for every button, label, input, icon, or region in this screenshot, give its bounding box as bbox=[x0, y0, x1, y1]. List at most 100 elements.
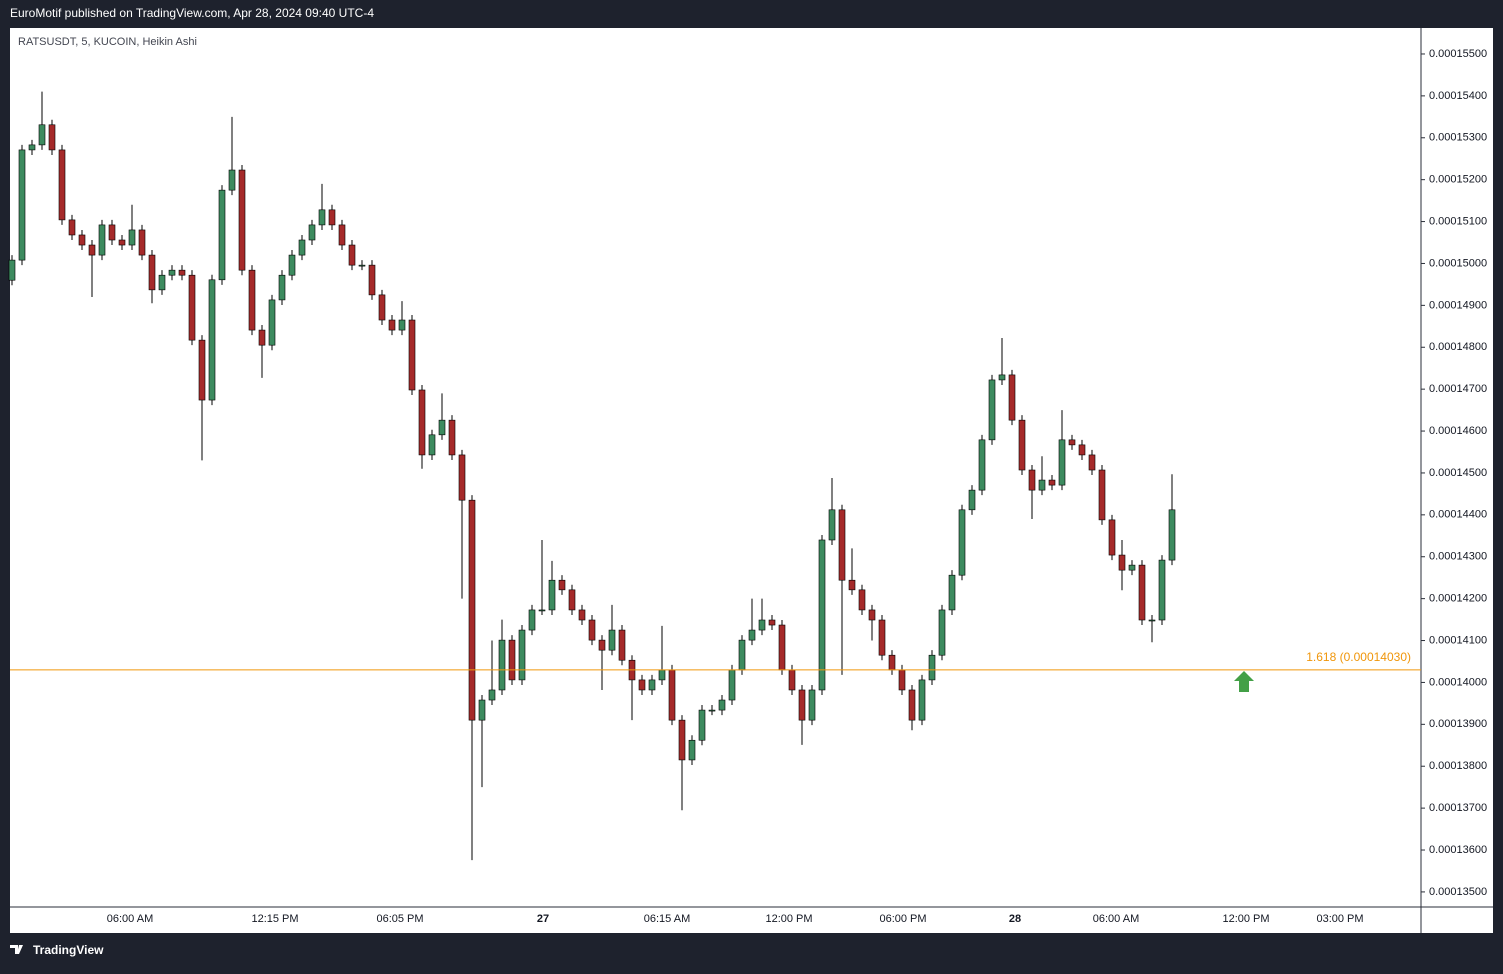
candle-body bbox=[778, 624, 786, 671]
candle-body bbox=[1028, 469, 1036, 491]
candle-body bbox=[808, 689, 816, 721]
y-tick-label: 0.00013900 bbox=[1429, 718, 1487, 730]
plot-background bbox=[10, 28, 1493, 933]
candle-body bbox=[1038, 479, 1046, 491]
candle-body bbox=[1068, 439, 1076, 446]
candle-body bbox=[548, 579, 556, 611]
candle-body bbox=[1108, 519, 1116, 556]
x-tick-label: 06:05 PM bbox=[376, 913, 423, 925]
candle-body bbox=[948, 574, 956, 611]
candle-body bbox=[98, 224, 106, 256]
candle-body bbox=[338, 224, 346, 246]
candle-body bbox=[888, 654, 896, 671]
y-tick-label: 0.00015200 bbox=[1429, 174, 1487, 186]
x-tick-label: 06:00 PM bbox=[879, 913, 926, 925]
candle-body bbox=[478, 699, 486, 721]
candle-body bbox=[658, 669, 666, 681]
candle-body bbox=[158, 274, 166, 291]
candle-body bbox=[458, 454, 466, 501]
candle-body bbox=[578, 609, 586, 621]
candle-body bbox=[748, 629, 756, 641]
candle-body bbox=[968, 489, 976, 511]
y-tick-label: 0.00014600 bbox=[1429, 425, 1487, 437]
x-tick-label: 06:00 AM bbox=[1093, 913, 1139, 925]
candle-body bbox=[988, 379, 996, 441]
candle-body bbox=[1018, 419, 1026, 471]
x-tick-label: 27 bbox=[537, 913, 549, 925]
y-tick-label: 0.00014900 bbox=[1429, 299, 1487, 311]
candle-body bbox=[788, 669, 796, 691]
up-arrow bbox=[1234, 671, 1254, 692]
candle-body bbox=[418, 389, 426, 456]
y-tick-label: 0.00015300 bbox=[1429, 132, 1487, 144]
candle-body bbox=[88, 244, 96, 256]
candle-body bbox=[168, 269, 176, 276]
candle-body bbox=[268, 299, 276, 346]
candle-body bbox=[668, 669, 676, 721]
candle-body bbox=[138, 229, 146, 256]
candle-body bbox=[278, 274, 286, 301]
candle-body bbox=[18, 149, 26, 261]
candle-body bbox=[348, 244, 356, 266]
candle-body bbox=[208, 279, 216, 401]
y-tick-label: 0.00013500 bbox=[1429, 886, 1487, 898]
candle-body bbox=[68, 219, 76, 236]
candle-body bbox=[1148, 619, 1156, 622]
y-tick-label: 0.00014000 bbox=[1429, 676, 1487, 688]
candle-body bbox=[768, 619, 776, 626]
x-tick-label: 28 bbox=[1009, 913, 1021, 925]
candle-body bbox=[38, 124, 46, 146]
y-tick-label: 0.00014400 bbox=[1429, 509, 1487, 521]
candles bbox=[8, 91, 1176, 861]
candle-body bbox=[48, 124, 56, 151]
candle-body bbox=[218, 189, 226, 281]
candle-body bbox=[388, 319, 396, 331]
candle-body bbox=[368, 264, 376, 296]
y-tick-label: 0.00013700 bbox=[1429, 802, 1487, 814]
candle-body bbox=[328, 209, 336, 226]
candle-body bbox=[848, 579, 856, 591]
y-tick-label: 0.00015400 bbox=[1429, 90, 1487, 102]
candle-body bbox=[518, 629, 526, 681]
candle-body bbox=[528, 609, 536, 631]
x-tick-label: 03:00 PM bbox=[1316, 913, 1363, 925]
y-tick-label: 0.00015100 bbox=[1429, 215, 1487, 227]
candle-body bbox=[1048, 479, 1056, 486]
y-tick-label: 0.00013800 bbox=[1429, 760, 1487, 772]
x-tick-label: 06:15 AM bbox=[644, 913, 690, 925]
candle-body bbox=[238, 169, 246, 271]
candle-body bbox=[198, 339, 206, 401]
candle-body bbox=[608, 629, 616, 651]
candle-body bbox=[468, 499, 476, 721]
candle-body bbox=[598, 639, 606, 651]
candle-body bbox=[1008, 374, 1016, 421]
candle-body bbox=[188, 274, 196, 341]
y-tick-label: 0.00014500 bbox=[1429, 467, 1487, 479]
candle-body bbox=[678, 719, 686, 761]
candle-body bbox=[1088, 454, 1096, 471]
candle-body bbox=[28, 144, 36, 151]
candle-body bbox=[718, 699, 726, 711]
candle-body bbox=[178, 269, 186, 276]
y-tick-label: 0.00014200 bbox=[1429, 593, 1487, 605]
candle-body bbox=[908, 689, 916, 721]
candle-body bbox=[928, 654, 936, 681]
candle-body bbox=[108, 224, 116, 241]
candle-body bbox=[978, 439, 986, 491]
candle-body bbox=[878, 619, 886, 656]
candle-body bbox=[538, 609, 546, 612]
y-tick-label: 0.00014100 bbox=[1429, 634, 1487, 646]
y-tick-label: 0.00013600 bbox=[1429, 844, 1487, 856]
candle-body bbox=[58, 149, 66, 221]
candle-body bbox=[248, 269, 256, 331]
candle-body bbox=[838, 509, 846, 581]
candle-body bbox=[408, 319, 416, 391]
candle-body bbox=[758, 619, 766, 631]
x-tick-label: 12:00 PM bbox=[1222, 913, 1269, 925]
candle-body bbox=[958, 509, 966, 576]
candle-body bbox=[448, 419, 456, 456]
header-text: EuroMotif published on TradingView.com, … bbox=[10, 6, 374, 20]
candle-body bbox=[918, 679, 926, 721]
candle-body bbox=[318, 209, 326, 226]
